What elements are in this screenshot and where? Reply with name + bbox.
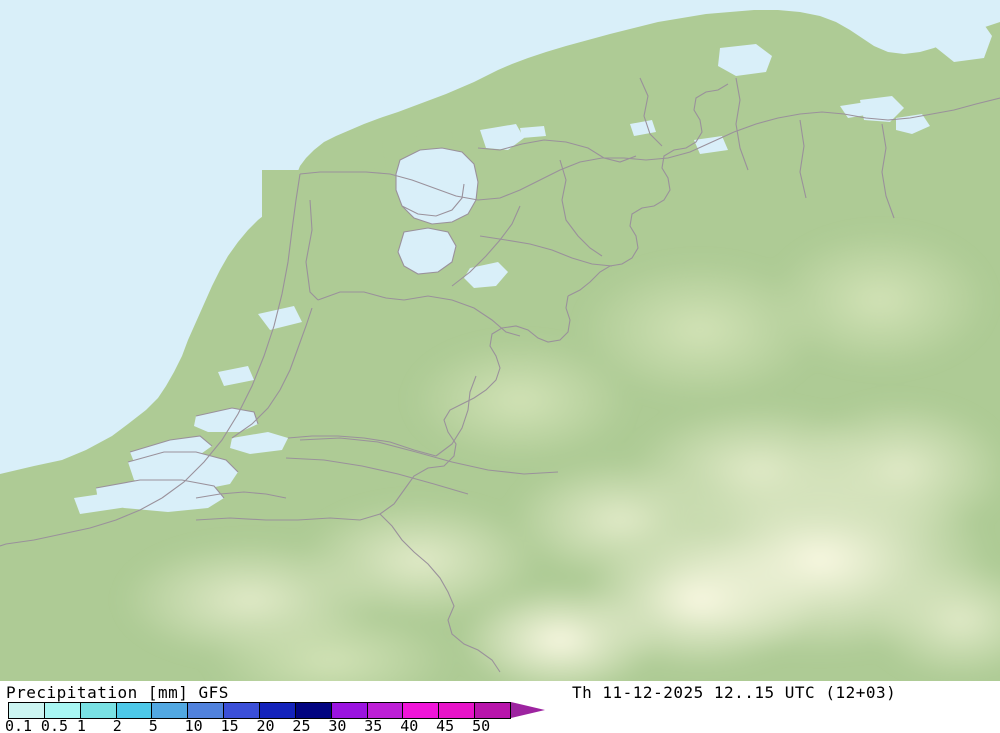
colorbar-tick-20: 20 [256, 717, 275, 733]
colorbar-tick-10: 10 [184, 717, 203, 733]
colorbar-tick-35: 35 [364, 717, 383, 733]
colorbar-tick-1: 1 [76, 717, 86, 733]
colorbar-tick-40: 40 [400, 717, 419, 733]
border-layer [0, 77, 1000, 673]
border-province-zeeland [195, 491, 287, 499]
colorbar[interactable] [8, 702, 511, 719]
colorbar-tick-0.1: 0.1 [5, 717, 33, 733]
colorbar-swatch-45 [439, 703, 476, 718]
water-small-sw2 [258, 306, 302, 330]
coastline-de-north [733, 97, 1000, 133]
water-small-mid [420, 242, 448, 260]
legend-title: Precipitation [mm] GFS [6, 683, 229, 702]
border-nl-de-east [567, 83, 729, 297]
precipitation-map[interactable] [0, 0, 1000, 681]
river-weser [881, 123, 895, 219]
border-province-nb-east [435, 375, 477, 457]
water-weser-mouth [860, 96, 904, 122]
border-province-flevoland [401, 183, 465, 217]
colorbar-swatch-1 [80, 703, 117, 718]
border-nl-de-south [379, 513, 501, 673]
border-province-groningen [639, 77, 663, 147]
colorbar-swatch-40 [403, 703, 440, 718]
colorbar-tick-2: 2 [112, 717, 122, 733]
river-ijssel [451, 205, 521, 287]
water-small-ne4 [520, 126, 546, 138]
river-ems [735, 77, 749, 171]
water-grevelingen [194, 408, 258, 432]
colorbar-swatch-10 [188, 703, 225, 718]
coastline-be [0, 497, 163, 547]
border-province-nholland [305, 199, 319, 301]
land-polygon-texel [262, 170, 332, 228]
coast-zeeland-detail3 [129, 435, 213, 453]
coast-zeeland-detail4 [195, 407, 259, 425]
colorbar-swatch-15 [224, 703, 261, 718]
water-small-s1 [74, 490, 134, 514]
colorbar-tick-30: 30 [328, 717, 347, 733]
colorbar-swatch-0.1 [9, 703, 45, 718]
inland-water-layer [74, 16, 992, 514]
river-rhine [299, 437, 559, 475]
coastline-nl-west [161, 173, 301, 499]
colorbar-swatch-2 [116, 703, 153, 718]
river-de-1 [799, 119, 807, 199]
water-small-ne2 [694, 136, 728, 154]
colorbar-overflow-arrow-icon [511, 702, 545, 718]
coast-zeeland-detail1 [127, 451, 239, 473]
terrain-low-veluwe [410, 340, 630, 460]
colorbar-wrapper [8, 702, 511, 719]
coast-markermeer [397, 227, 457, 275]
colorbar-tick-labels: 0.1 0.5 1 2 5 10 15 20 25 30 35 40 45 50 [0, 719, 1000, 733]
colorbar-tick-5: 5 [148, 717, 158, 733]
colorbar-swatch-30 [331, 703, 368, 718]
coast-zeeland-detail2 [95, 479, 225, 499]
border-province-drenthe [559, 159, 603, 257]
border-province-utrecht [317, 291, 405, 301]
colorbar-tick-25: 25 [292, 717, 311, 733]
terrain-high-ardennes [460, 585, 660, 681]
water-small-sw1 [218, 366, 254, 386]
colorbar-swatch-25 [295, 703, 332, 718]
border-nl-be [195, 295, 571, 521]
colorbar-swatch-50 [475, 703, 511, 718]
terrain-low-south [210, 610, 450, 681]
terrain-mid-eifel [870, 560, 1000, 680]
border-province-friesland [477, 139, 637, 163]
colorbar-tick-15: 15 [220, 717, 239, 733]
terrain-mid-brabant [510, 460, 730, 580]
water-jadebusen [932, 16, 992, 62]
terrain-shading-layer [120, 230, 1000, 681]
border-province-gelderland [403, 295, 521, 337]
lake-ijsselmeer [396, 148, 478, 224]
land-polygon-ameland [512, 94, 566, 120]
lake-veluwerandmeer [464, 262, 508, 288]
colorbar-swatch-20 [260, 703, 296, 718]
legend-timestamp: Th 11-12-2025 12..15 UTC (12+03) [572, 683, 897, 702]
land-polygon-vlieland [318, 150, 386, 172]
water-dollard [718, 44, 772, 76]
water-hollandsch-diep [230, 432, 288, 454]
coast-ijsselmeer [395, 147, 479, 225]
colorbar-tick-45: 45 [436, 717, 455, 733]
colorbar-swatch-0.5 [44, 703, 81, 718]
land-polygon-schiermonnikoog [598, 78, 646, 98]
border-province-zholland [231, 307, 313, 439]
river-maas [285, 457, 469, 495]
water-small-ne1 [840, 102, 872, 118]
border-province-brabant [287, 435, 437, 457]
colorbar-swatch-35 [367, 703, 404, 718]
colorbar-swatch-5 [152, 703, 189, 718]
colorbar-tick-0.5: 0.5 [40, 717, 69, 733]
colorbar-tick-50: 50 [472, 717, 491, 733]
lake-lauwersmeer [480, 124, 524, 150]
terrain-low-overijssel [580, 260, 820, 400]
terrain-low-germany [770, 230, 990, 370]
map-canvas [0, 10, 1000, 681]
legend-bar: Precipitation [mm] GFS Th 11-12-2025 12.… [0, 681, 1000, 733]
border-province-overijssel [479, 235, 613, 267]
coastline-nl-north [299, 131, 735, 201]
